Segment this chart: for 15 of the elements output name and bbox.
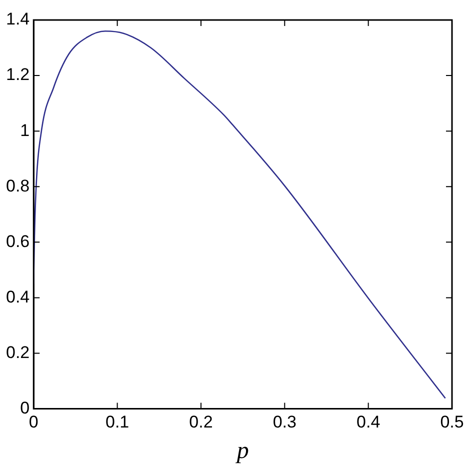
x-tick-label: 0.5 xyxy=(440,412,464,432)
x-axis-title: p xyxy=(234,438,249,464)
x-tick-label: 0.3 xyxy=(272,412,296,432)
y-tick-label: 0.4 xyxy=(6,287,30,306)
y-tick-label: 0.2 xyxy=(6,342,30,362)
y-tick-label: 1.4 xyxy=(6,10,30,29)
line-series xyxy=(34,30,446,399)
x-tick-label: 0.4 xyxy=(356,412,380,432)
y-tick-label: 0 xyxy=(20,398,30,418)
x-tick-label: 0.1 xyxy=(105,412,130,432)
x-tick-label: 0.2 xyxy=(189,412,213,432)
y-tick-label: 0.6 xyxy=(6,232,30,251)
y-tick-label: 0.8 xyxy=(6,176,30,196)
y-tick-label: 1 xyxy=(20,120,30,140)
y-tick-label: 1.2 xyxy=(6,65,30,84)
